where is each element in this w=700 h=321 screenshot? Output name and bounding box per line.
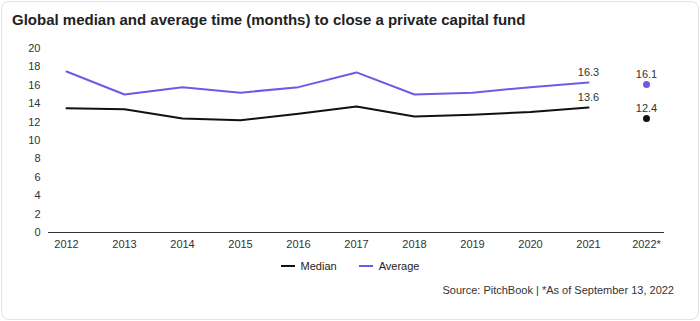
svg-text:2012: 2012: [54, 238, 78, 250]
svg-text:4: 4: [34, 189, 40, 201]
svg-text:2020: 2020: [518, 238, 542, 250]
html-text:Average: Average: [378, 260, 420, 272]
svg-text:2022*: 2022*: [632, 238, 661, 250]
svg-text:12: 12: [28, 116, 40, 128]
svg-text:2017: 2017: [344, 238, 368, 250]
html-text:Median: Median: [300, 260, 337, 272]
svg-text:2014: 2014: [170, 238, 194, 250]
svg-text:13.6: 13.6: [578, 91, 599, 103]
svg-text:2015: 2015: [228, 238, 252, 250]
svg-text:16: 16: [28, 79, 40, 91]
svg-text:2: 2: [34, 208, 40, 220]
svg-text:20: 20: [28, 42, 40, 54]
svg-text:2016: 2016: [286, 238, 310, 250]
svg-text:18: 18: [28, 60, 40, 72]
svg-text:16.3: 16.3: [578, 66, 599, 78]
svg-text:12.4: 12.4: [636, 102, 657, 114]
svg-text:2021: 2021: [576, 238, 600, 250]
svg-text:8: 8: [34, 152, 40, 164]
svg-text:0: 0: [34, 226, 40, 238]
svg-text:2019: 2019: [460, 238, 484, 250]
svg-text:16.1: 16.1: [636, 68, 657, 80]
svg-text:2013: 2013: [112, 238, 136, 250]
svg-text:14: 14: [28, 97, 40, 109]
html-text:Source: PitchBook | *As of Sep: Source: PitchBook | *As of September 13,…: [442, 284, 674, 296]
html-text:Global median and average time: Global median and average time (months) …: [12, 11, 526, 28]
svg-text:6: 6: [34, 171, 40, 183]
svg-text:10: 10: [28, 134, 40, 146]
svg-text:2018: 2018: [402, 238, 426, 250]
